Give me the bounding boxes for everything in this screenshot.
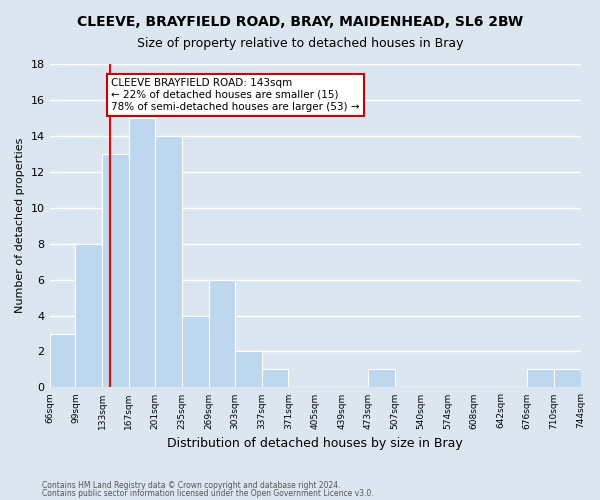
Bar bbox=[527, 370, 554, 388]
Bar bbox=[102, 154, 128, 388]
Text: CLEEVE, BRAYFIELD ROAD, BRAY, MAIDENHEAD, SL6 2BW: CLEEVE, BRAYFIELD ROAD, BRAY, MAIDENHEAD… bbox=[77, 15, 523, 29]
Bar bbox=[155, 136, 182, 388]
Bar bbox=[209, 280, 235, 388]
Bar bbox=[182, 316, 209, 388]
Bar bbox=[262, 370, 289, 388]
Text: Contains HM Land Registry data © Crown copyright and database right 2024.: Contains HM Land Registry data © Crown c… bbox=[42, 481, 341, 490]
Bar bbox=[235, 352, 262, 388]
X-axis label: Distribution of detached houses by size in Bray: Distribution of detached houses by size … bbox=[167, 437, 463, 450]
Bar bbox=[128, 118, 155, 388]
Text: Size of property relative to detached houses in Bray: Size of property relative to detached ho… bbox=[137, 38, 463, 51]
Bar bbox=[50, 334, 76, 388]
Y-axis label: Number of detached properties: Number of detached properties bbox=[15, 138, 25, 314]
Bar bbox=[368, 370, 395, 388]
Text: Contains public sector information licensed under the Open Government Licence v3: Contains public sector information licen… bbox=[42, 488, 374, 498]
Text: CLEEVE BRAYFIELD ROAD: 143sqm
← 22% of detached houses are smaller (15)
78% of s: CLEEVE BRAYFIELD ROAD: 143sqm ← 22% of d… bbox=[112, 78, 360, 112]
Bar bbox=[76, 244, 102, 388]
Bar bbox=[554, 370, 581, 388]
